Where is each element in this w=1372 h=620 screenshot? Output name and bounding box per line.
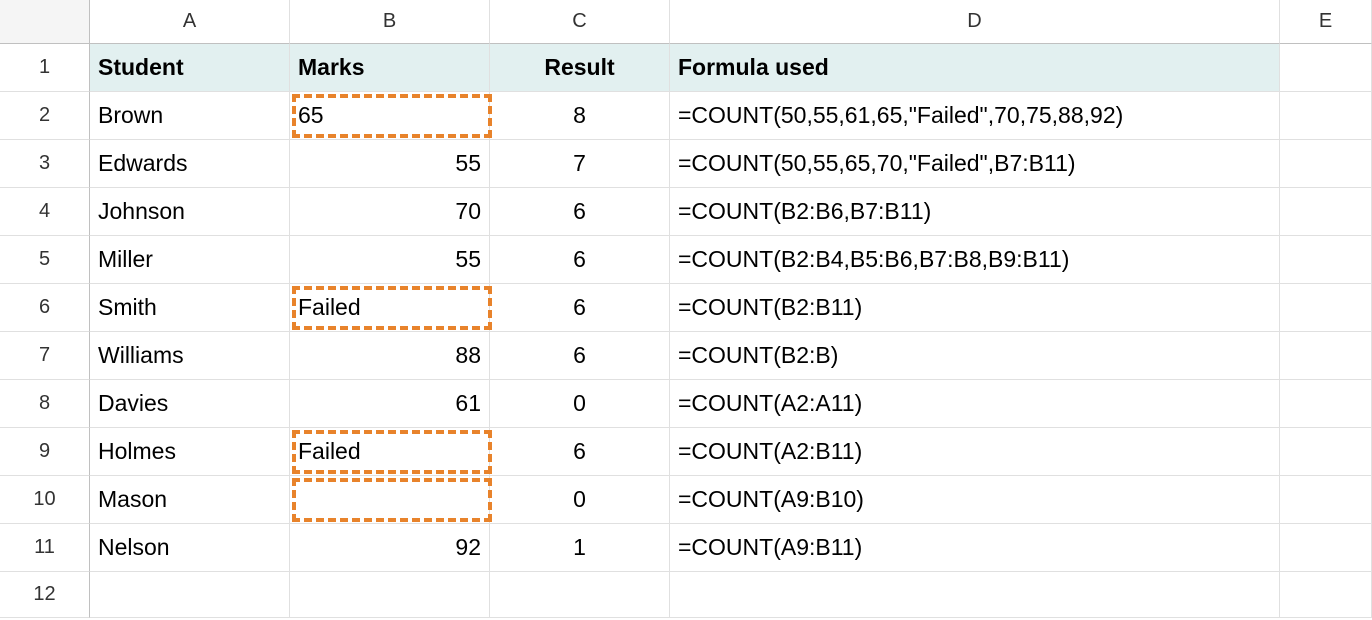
cell-marks-2[interactable]: 65 bbox=[290, 92, 490, 140]
cell-result-11[interactable]: 1 bbox=[490, 524, 670, 572]
cell-a12[interactable] bbox=[90, 572, 290, 618]
row-header-8[interactable]: 8 bbox=[0, 380, 90, 428]
cell-formula-7[interactable]: =COUNT(B2:B) bbox=[670, 332, 1280, 380]
cell-formula-5[interactable]: =COUNT(B2:B4,B5:B6,B7:B8,B9:B11) bbox=[670, 236, 1280, 284]
cell-student-4[interactable]: Johnson bbox=[90, 188, 290, 236]
cell-e8[interactable] bbox=[1280, 380, 1372, 428]
cell-b12[interactable] bbox=[290, 572, 490, 618]
row-header-3[interactable]: 3 bbox=[0, 140, 90, 188]
cell-grid: StudentMarksResultFormula usedBrown658=C… bbox=[90, 44, 1372, 618]
spreadsheet: ABCDE 123456789101112 StudentMarksResult… bbox=[0, 0, 1372, 620]
cell-e7[interactable] bbox=[1280, 332, 1372, 380]
cell-result-4[interactable]: 6 bbox=[490, 188, 670, 236]
column-header-a[interactable]: A bbox=[90, 0, 290, 44]
cell-result-10[interactable]: 0 bbox=[490, 476, 670, 524]
cell-formula-11[interactable]: =COUNT(A9:B11) bbox=[670, 524, 1280, 572]
cell-marks-10[interactable] bbox=[290, 476, 490, 524]
cell-formula-2[interactable]: =COUNT(50,55,61,65,"Failed",70,75,88,92) bbox=[670, 92, 1280, 140]
row-header-4[interactable]: 4 bbox=[0, 188, 90, 236]
cell-student-6[interactable]: Smith bbox=[90, 284, 290, 332]
cell-student-11[interactable]: Nelson bbox=[90, 524, 290, 572]
table-row: Davies610=COUNT(A2:A11) bbox=[90, 380, 1372, 428]
table-row: Mason 0=COUNT(A9:B10) bbox=[90, 476, 1372, 524]
row-header-2[interactable]: 2 bbox=[0, 92, 90, 140]
cell-student-2[interactable]: Brown bbox=[90, 92, 290, 140]
row-header-6[interactable]: 6 bbox=[0, 284, 90, 332]
cell-formula-8[interactable]: =COUNT(A2:A11) bbox=[670, 380, 1280, 428]
table-header-row: StudentMarksResultFormula used bbox=[90, 44, 1372, 92]
cell-d12[interactable] bbox=[670, 572, 1280, 618]
cell-e10[interactable] bbox=[1280, 476, 1372, 524]
cell-result-6[interactable]: 6 bbox=[490, 284, 670, 332]
column-header-d[interactable]: D bbox=[670, 0, 1280, 44]
row-header-5[interactable]: 5 bbox=[0, 236, 90, 284]
cell-result-9[interactable]: 6 bbox=[490, 428, 670, 476]
cell-e2[interactable] bbox=[1280, 92, 1372, 140]
row-header-11[interactable]: 11 bbox=[0, 524, 90, 572]
select-all-corner[interactable] bbox=[0, 0, 90, 44]
cell-formula-4[interactable]: =COUNT(B2:B6,B7:B11) bbox=[670, 188, 1280, 236]
table-row: Brown658=COUNT(50,55,61,65,"Failed",70,7… bbox=[90, 92, 1372, 140]
cell-result-8[interactable]: 0 bbox=[490, 380, 670, 428]
header-formula[interactable]: Formula used bbox=[670, 44, 1280, 92]
cell-e4[interactable] bbox=[1280, 188, 1372, 236]
table-row: HolmesFailed6=COUNT(A2:B11) bbox=[90, 428, 1372, 476]
cell-student-5[interactable]: Miller bbox=[90, 236, 290, 284]
cell-e9[interactable] bbox=[1280, 428, 1372, 476]
column-header-b[interactable]: B bbox=[290, 0, 490, 44]
cell-result-5[interactable]: 6 bbox=[490, 236, 670, 284]
cell-marks-6[interactable]: Failed bbox=[290, 284, 490, 332]
cell-e11[interactable] bbox=[1280, 524, 1372, 572]
cell-e5[interactable] bbox=[1280, 236, 1372, 284]
cell-formula-9[interactable]: =COUNT(A2:B11) bbox=[670, 428, 1280, 476]
table-row: SmithFailed6=COUNT(B2:B11) bbox=[90, 284, 1372, 332]
cell-student-3[interactable]: Edwards bbox=[90, 140, 290, 188]
cell-result-3[interactable]: 7 bbox=[490, 140, 670, 188]
cell-result-2[interactable]: 8 bbox=[490, 92, 670, 140]
column-header-e[interactable]: E bbox=[1280, 0, 1372, 44]
row-header-7[interactable]: 7 bbox=[0, 332, 90, 380]
cell-e1[interactable] bbox=[1280, 44, 1372, 92]
cell-marks-8[interactable]: 61 bbox=[290, 380, 490, 428]
cell-marks-7[interactable]: 88 bbox=[290, 332, 490, 380]
cell-marks-5[interactable]: 55 bbox=[290, 236, 490, 284]
row-header-10[interactable]: 10 bbox=[0, 476, 90, 524]
cell-e3[interactable] bbox=[1280, 140, 1372, 188]
cell-marks-11[interactable]: 92 bbox=[290, 524, 490, 572]
table-row: Edwards557=COUNT(50,55,65,70,"Failed",B7… bbox=[90, 140, 1372, 188]
header-result[interactable]: Result bbox=[490, 44, 670, 92]
cell-student-9[interactable]: Holmes bbox=[90, 428, 290, 476]
row-header-9[interactable]: 9 bbox=[0, 428, 90, 476]
cell-e6[interactable] bbox=[1280, 284, 1372, 332]
row-header-12[interactable]: 12 bbox=[0, 572, 90, 618]
row-header-1[interactable]: 1 bbox=[0, 44, 90, 92]
cell-marks-4[interactable]: 70 bbox=[290, 188, 490, 236]
table-row: Nelson921=COUNT(A9:B11) bbox=[90, 524, 1372, 572]
cell-formula-10[interactable]: =COUNT(A9:B10) bbox=[670, 476, 1280, 524]
cell-formula-6[interactable]: =COUNT(B2:B11) bbox=[670, 284, 1280, 332]
cell-c12[interactable] bbox=[490, 572, 670, 618]
header-marks[interactable]: Marks bbox=[290, 44, 490, 92]
cell-student-10[interactable]: Mason bbox=[90, 476, 290, 524]
column-header-c[interactable]: C bbox=[490, 0, 670, 44]
table-row: Miller556=COUNT(B2:B4,B5:B6,B7:B8,B9:B11… bbox=[90, 236, 1372, 284]
header-student[interactable]: Student bbox=[90, 44, 290, 92]
column-headers: ABCDE bbox=[90, 0, 1372, 44]
cell-marks-3[interactable]: 55 bbox=[290, 140, 490, 188]
cell-formula-3[interactable]: =COUNT(50,55,65,70,"Failed",B7:B11) bbox=[670, 140, 1280, 188]
cell-marks-9[interactable]: Failed bbox=[290, 428, 490, 476]
cell-student-7[interactable]: Williams bbox=[90, 332, 290, 380]
row-headers: 123456789101112 bbox=[0, 44, 90, 618]
table-row: Johnson706=COUNT(B2:B6,B7:B11) bbox=[90, 188, 1372, 236]
table-row: Williams886=COUNT(B2:B) bbox=[90, 332, 1372, 380]
cell-e12[interactable] bbox=[1280, 572, 1372, 618]
cell-student-8[interactable]: Davies bbox=[90, 380, 290, 428]
cell-result-7[interactable]: 6 bbox=[490, 332, 670, 380]
table-row bbox=[90, 572, 1372, 618]
